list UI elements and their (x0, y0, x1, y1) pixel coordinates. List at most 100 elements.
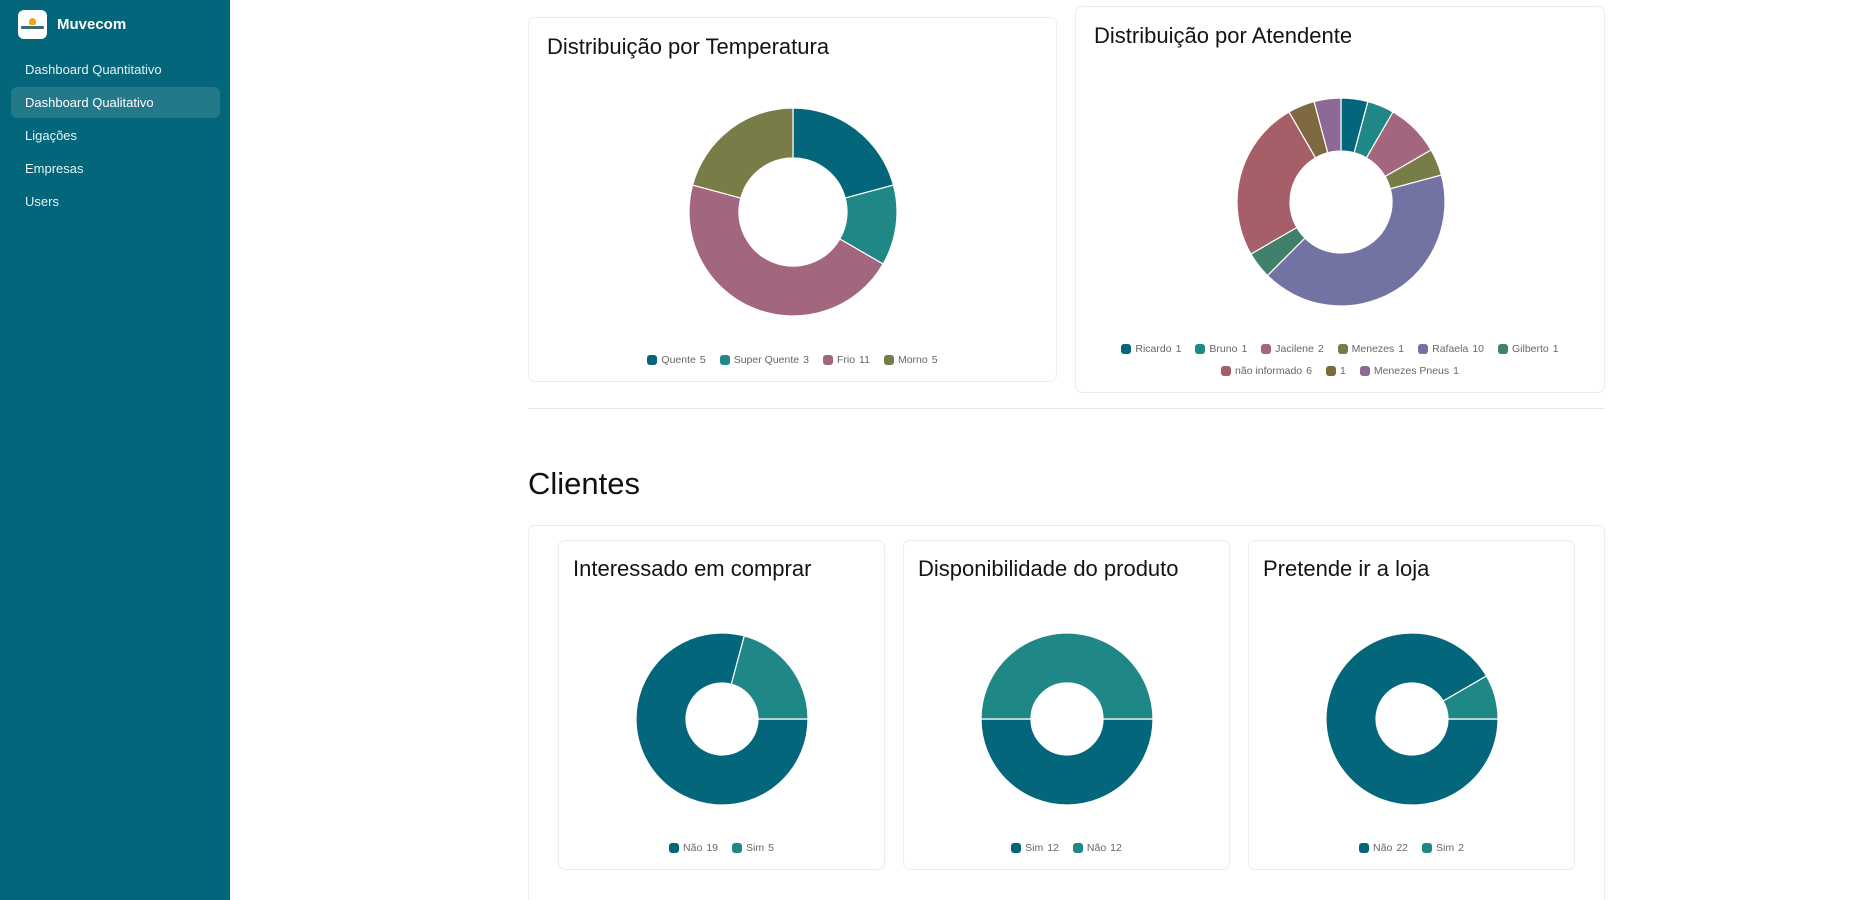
section-divider (528, 408, 1605, 409)
legend-value: 2 (1458, 842, 1464, 854)
legend-item-unlabeled[interactable]: 1 (1326, 360, 1346, 382)
legend-label: Sim (746, 842, 765, 854)
brand[interactable]: Muvecom (18, 10, 126, 39)
donut-slice-rafaela[interactable] (1266, 174, 1446, 307)
donut-slice-sim[interactable] (1442, 675, 1499, 720)
legend-swatch (1121, 344, 1132, 354)
legend-item-nao[interactable]: Não 19 (669, 837, 718, 859)
legend-value: 1 (1175, 343, 1182, 355)
legend-swatch (732, 843, 742, 853)
chart-card-interessado: Interessado em comprar Não 19 Sim 5 (558, 540, 885, 870)
sidebar-item-users[interactable]: Users (25, 194, 59, 209)
legend-value: 1 (1453, 365, 1459, 377)
legend-label: Não (1086, 842, 1107, 854)
legend-value: 22 (1396, 842, 1408, 854)
legend-swatch (1359, 366, 1370, 376)
legend-swatch (1498, 344, 1508, 354)
donut-slice-morno[interactable] (691, 107, 794, 199)
legend-item-sim[interactable]: Sim 12 (1011, 837, 1059, 859)
legend-value: 1 (1552, 343, 1559, 355)
legend-value: 2 (1317, 343, 1324, 355)
legend-label: não informado (1235, 365, 1303, 377)
donut-slice-menezes-pneus[interactable] (1313, 97, 1342, 154)
legend-item-super-quente[interactable]: Super Quente 3 (719, 349, 809, 371)
legend-item-nao[interactable]: Não 22 (1359, 837, 1408, 859)
donut-slice-nao[interactable] (635, 632, 809, 806)
chart-card-disponibilidade: Disponibilidade do produto Sim 12 Não 12 (903, 540, 1230, 870)
legend-swatch (1011, 843, 1022, 853)
legend-value: 11 (859, 354, 870, 366)
chart-title: Pretende ir a loja (1263, 556, 1430, 581)
legend-item-rafaela[interactable]: Rafaela 10 (1418, 338, 1484, 360)
legend-value: 19 (706, 842, 718, 854)
legend-item-gilberto[interactable]: Gilberto 1 (1498, 338, 1559, 360)
legend-label: Rafaela (1432, 343, 1469, 355)
legend-item-ricardo[interactable]: Ricardo 1 (1121, 338, 1181, 360)
donut-chart-temperatura[interactable] (688, 107, 898, 317)
legend-value: 1 (1241, 343, 1248, 355)
donut-slice-nao[interactable] (1325, 632, 1499, 806)
legend-item-bruno[interactable]: Bruno 1 (1195, 338, 1247, 360)
donut-chart-atendente[interactable] (1236, 97, 1446, 307)
legend-swatch (1195, 344, 1206, 354)
legend-item-sim[interactable]: Sim 5 (732, 837, 774, 859)
sidebar-item-ligacoes[interactable]: Ligações (25, 128, 78, 143)
donut-slice-sim[interactable] (980, 718, 1154, 806)
legend-value: 5 (768, 842, 774, 854)
legend-label: Menezes Pneus (1373, 365, 1450, 377)
legend-label: Morno (897, 354, 928, 366)
chart-title: Distribuição por Temperatura (547, 34, 830, 59)
sidebar-item-dashboard-qualitativo[interactable]: Dashboard Qualitativo (11, 87, 220, 118)
legend-label: Frio (836, 354, 856, 366)
legend-swatch (883, 355, 894, 365)
legend-value: 6 (1306, 365, 1312, 377)
sidebar: Muvecom Dashboard Quantitativo Dashboard… (0, 0, 230, 900)
legend-item-jacilene[interactable]: Jacilene 2 (1261, 338, 1324, 360)
legend-item-sim[interactable]: Sim 2 (1422, 837, 1464, 859)
chart-card-pretende-loja: Pretende ir a loja Não 22 Sim 2 (1248, 540, 1575, 870)
chart-legend: Não 22 Sim 2 (1249, 837, 1574, 859)
legend-value: 1 (1340, 365, 1346, 377)
legend-item-quente[interactable]: Quente 5 (647, 349, 706, 371)
legend-swatch (822, 355, 833, 365)
legend-value: 5 (931, 354, 938, 366)
chart-legend: Não 19 Sim 5 (559, 837, 884, 859)
donut-slice-nao[interactable] (980, 632, 1154, 720)
chart-card-atendente: Distribuição por Atendente Ricardo 1 Bruno… (1075, 6, 1605, 393)
donut-chart-interessado[interactable] (635, 632, 809, 806)
sidebar-nav: Dashboard Quantitativo Dashboard Qualita… (11, 54, 220, 219)
legend-swatch (1418, 344, 1429, 354)
donut-slice-nao-informado[interactable] (1236, 111, 1317, 255)
legend-label: Menezes (1351, 343, 1395, 355)
chart-title: Distribuição por Atendente (1094, 23, 1353, 48)
legend-item-nao[interactable]: Não 12 (1072, 837, 1122, 859)
legend-value: 12 (1110, 842, 1122, 854)
legend-swatch (1422, 843, 1432, 853)
legend-item-morno[interactable]: Morno 5 (883, 349, 938, 371)
legend-label: Bruno (1209, 343, 1238, 355)
donut-chart-disponibilidade[interactable] (980, 632, 1154, 806)
legend-item-menezes-pneus[interactable]: Menezes Pneus 1 (1359, 360, 1459, 382)
donut-slice-frio[interactable] (688, 184, 884, 317)
sidebar-item-empresas[interactable]: Empresas (25, 161, 84, 176)
donut-slice-sim[interactable] (730, 635, 809, 720)
sidebar-item-dashboard-quantitativo[interactable]: Dashboard Quantitativo (25, 62, 162, 77)
legend-swatch (1072, 843, 1083, 853)
legend-label: Sim (1436, 842, 1455, 854)
legend-swatch (647, 355, 658, 365)
legend-value: 12 (1047, 842, 1059, 854)
donut-chart-pretende-loja[interactable] (1325, 632, 1499, 806)
donut-slice-quente[interactable] (792, 107, 895, 199)
section-title-clientes: Clientes (528, 466, 640, 501)
app-logo (18, 10, 47, 39)
legend-item-nao-informado[interactable]: não informado 6 (1221, 360, 1312, 382)
chart-card-temperatura: Distribuição por Temperatura Quente 5 Supe… (528, 17, 1057, 382)
legend-item-menezes[interactable]: Menezes 1 (1337, 338, 1405, 360)
legend-swatch (1326, 366, 1336, 376)
legend-value: 3 (803, 354, 809, 366)
legend-label: Não (1373, 842, 1393, 854)
legend-value: 10 (1472, 343, 1484, 355)
legend-value: 1 (1398, 343, 1405, 355)
chart-title: Disponibilidade do produto (918, 556, 1179, 581)
legend-item-frio[interactable]: Frio 11 (822, 349, 870, 371)
